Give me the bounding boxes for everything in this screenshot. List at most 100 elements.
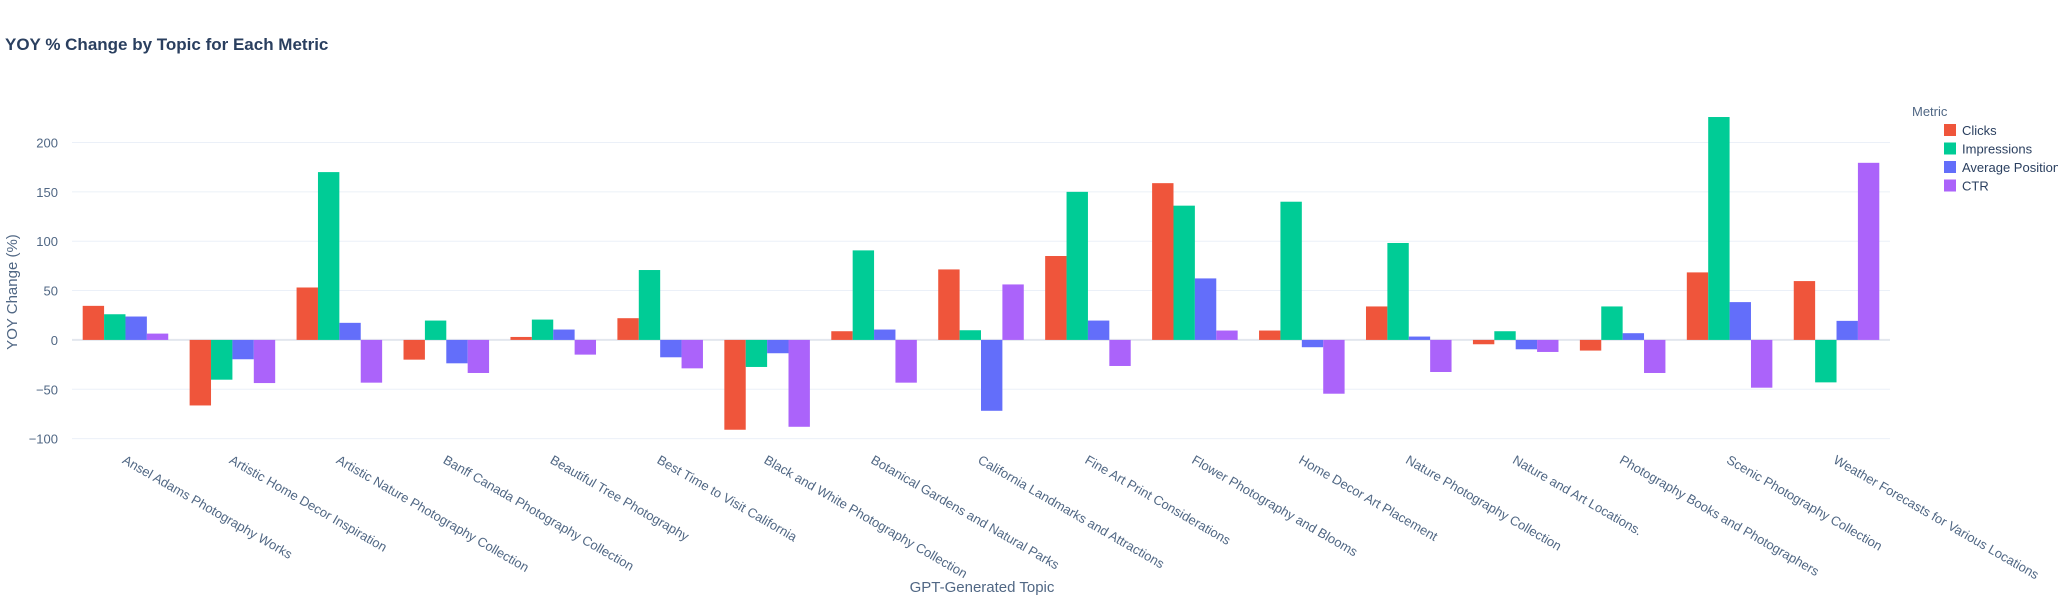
- bar-average-position: [1515, 339, 1538, 350]
- x-tick-label: Weather Forecasts for Various Locations: [1831, 452, 2042, 582]
- bar-impressions: [1387, 242, 1409, 340]
- x-tick-label: Black and White Photography Collection: [762, 452, 970, 581]
- bar-average-position: [767, 339, 789, 354]
- bar-average-position: [446, 339, 468, 364]
- bar-clicks: [831, 331, 853, 340]
- bar-clicks: [1259, 330, 1281, 340]
- legend-swatch: [1944, 142, 1956, 155]
- bar-clicks: [724, 339, 746, 430]
- bar-impressions: [1601, 306, 1623, 340]
- bar-clicks: [82, 305, 105, 340]
- y-tick-labels: −100 −50 0 50 100 150 200: [29, 135, 58, 446]
- bar-ctr: [574, 339, 597, 355]
- y-tick-label: −100: [29, 432, 58, 447]
- x-tick-label: Banff Canada Photography Collection: [441, 452, 637, 574]
- bar-ctr: [1430, 339, 1452, 372]
- bar-impressions: [424, 320, 447, 340]
- bar-average-position: [1301, 339, 1324, 348]
- bar-impressions: [1815, 339, 1837, 383]
- legend-swatch: [1944, 161, 1956, 173]
- bar-clicks: [1686, 272, 1709, 340]
- bar-average-position: [553, 329, 575, 340]
- legend-label: Clicks: [1962, 123, 1997, 138]
- bar-impressions: [638, 270, 661, 340]
- y-tick-label: −50: [36, 382, 58, 397]
- legend-swatch: [1944, 179, 1956, 192]
- x-tick-label: Flower Photography and Blooms: [1189, 452, 1360, 560]
- bar-ctr: [253, 339, 276, 384]
- bar-average-position: [1729, 302, 1751, 340]
- bar-ctr: [681, 339, 703, 369]
- bar-clicks: [1793, 281, 1816, 340]
- bar-clicks: [938, 269, 960, 340]
- legend-item-ctr[interactable]: CTR: [1944, 179, 1989, 194]
- bar-impressions: [1173, 205, 1195, 340]
- x-tick-label: Artistic Nature Photography Collection: [334, 452, 532, 575]
- bar-ctr: [1002, 284, 1024, 340]
- bar-impressions: [745, 339, 768, 367]
- bar-clicks: [1045, 256, 1067, 340]
- y-tick-label: 150: [36, 185, 58, 200]
- bar-impressions: [211, 339, 233, 380]
- x-tick-label: Photography Books and Photographers: [1617, 452, 1822, 579]
- legend-swatch: [1944, 124, 1956, 136]
- bar-impressions: [1066, 191, 1088, 340]
- bar-impressions: [1280, 201, 1302, 340]
- x-axis-title: GPT-Generated Topic: [910, 579, 1055, 596]
- bar-clicks: [403, 339, 425, 360]
- bar-average-position: [660, 339, 682, 358]
- bar-impressions: [1494, 331, 1516, 340]
- bar-ctr: [467, 339, 490, 373]
- bar-average-position: [981, 339, 1003, 411]
- y-tick-label: 50: [44, 284, 58, 299]
- bar-clicks: [510, 336, 532, 340]
- legend-item-impressions[interactable]: Impressions: [1944, 142, 2033, 157]
- y-tick-label: 0: [51, 333, 58, 348]
- bar-average-position: [1194, 278, 1217, 340]
- bar-average-position: [125, 316, 147, 340]
- bar-ctr: [1857, 162, 1880, 340]
- y-axis-title: YOY Change (%): [4, 234, 21, 350]
- bar-clicks: [189, 339, 212, 406]
- bar-ctr: [895, 339, 917, 383]
- y-tick-label: 200: [36, 135, 58, 150]
- x-tick-label: California Landmarks and Attractions: [976, 452, 1168, 571]
- y-tick-label: 100: [36, 234, 58, 249]
- bar-ctr: [1644, 339, 1666, 373]
- legend-label: CTR: [1962, 179, 1989, 194]
- legend[interactable]: Metric Clicks Impressions Average Position…: [1912, 104, 2058, 194]
- bar-impressions: [1708, 117, 1730, 340]
- bar-clicks: [1472, 339, 1495, 345]
- legend-item-average-position[interactable]: Average Position: [1944, 160, 2058, 175]
- bar-impressions: [104, 314, 126, 340]
- bar-ctr: [146, 333, 169, 340]
- legend-label: Impressions: [1962, 142, 2033, 157]
- bar-impressions: [317, 172, 340, 340]
- bar-ctr: [788, 339, 810, 427]
- bar-impressions: [852, 250, 875, 340]
- bar-average-position: [232, 339, 254, 360]
- chart-title: YOY % Change by Topic for Each Metric: [5, 35, 328, 54]
- bar-ctr: [1109, 339, 1131, 366]
- bar-ctr: [1323, 339, 1345, 394]
- bar-average-position: [339, 322, 361, 340]
- bar-average-position: [874, 329, 896, 340]
- bar-clicks: [296, 287, 318, 340]
- bar-clicks: [1365, 306, 1388, 340]
- legend-title: Metric: [1912, 104, 1948, 119]
- bar-average-position: [1087, 320, 1110, 340]
- bar-ctr: [1537, 339, 1559, 352]
- bar-ctr: [1750, 339, 1773, 388]
- bars: [82, 117, 1880, 430]
- bar-average-position: [1836, 320, 1858, 340]
- bar-ctr: [360, 339, 383, 383]
- bar-impressions: [959, 330, 981, 340]
- bar-impressions: [531, 319, 554, 340]
- bar-average-position: [1408, 336, 1431, 340]
- bar-ctr: [1216, 330, 1238, 340]
- bar-clicks: [1579, 339, 1602, 351]
- legend-item-clicks[interactable]: Clicks: [1944, 123, 1997, 138]
- bar-average-position: [1622, 333, 1645, 340]
